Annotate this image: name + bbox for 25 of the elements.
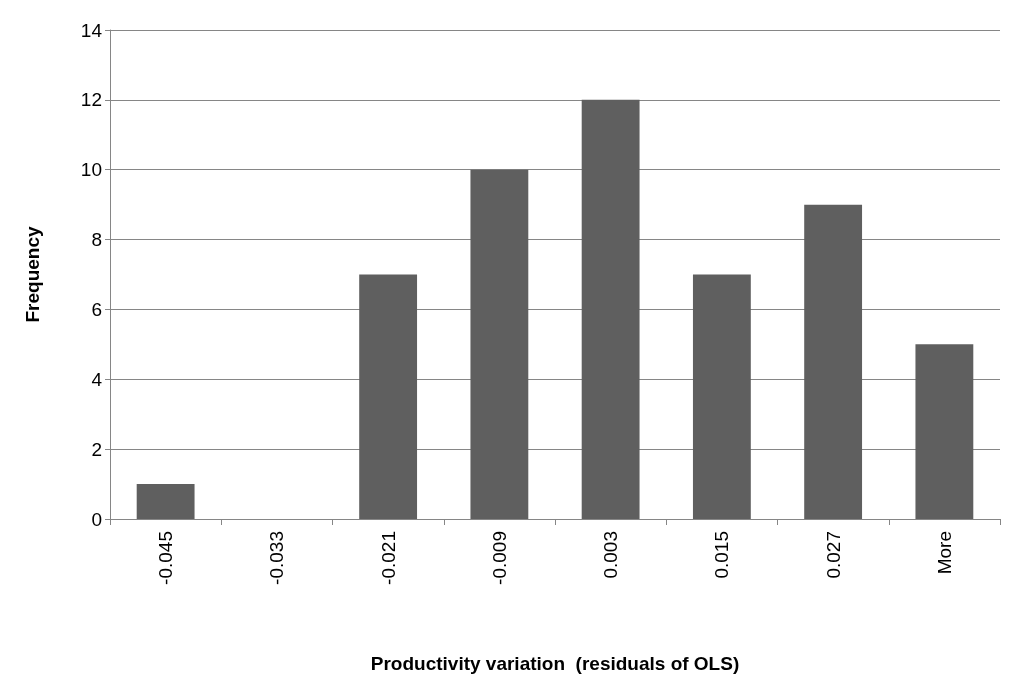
x-tick-label: -0.009 <box>488 531 510 585</box>
bar <box>136 484 195 519</box>
bar <box>804 204 863 519</box>
bar <box>692 274 751 519</box>
y-tick-label: 12 <box>80 89 102 111</box>
bar <box>915 344 974 519</box>
y-tick-label: 0 <box>91 508 102 530</box>
x-tick-label: -0.045 <box>155 531 177 585</box>
x-tick-label: 0.003 <box>600 531 622 579</box>
bar <box>581 99 640 519</box>
bar <box>470 169 529 519</box>
y-tick-label: 8 <box>91 229 102 251</box>
x-axis-title: Productivity variation (residuals of OLS) <box>370 653 740 674</box>
y-tick-label: 4 <box>91 368 103 390</box>
x-tick-label: 0.027 <box>822 531 844 579</box>
x-tick-label: -0.033 <box>266 531 288 585</box>
y-axis-title: Frequency <box>22 226 43 323</box>
y-tick-label: 6 <box>91 298 102 320</box>
x-tick-label: More <box>933 531 955 575</box>
y-tick-label: 2 <box>91 438 102 460</box>
x-tick-label: -0.021 <box>377 531 399 585</box>
y-tick-label: 10 <box>80 159 102 181</box>
y-tick-label: 14 <box>80 19 103 41</box>
x-tick-label: 0.015 <box>711 531 733 579</box>
bar <box>359 274 418 519</box>
